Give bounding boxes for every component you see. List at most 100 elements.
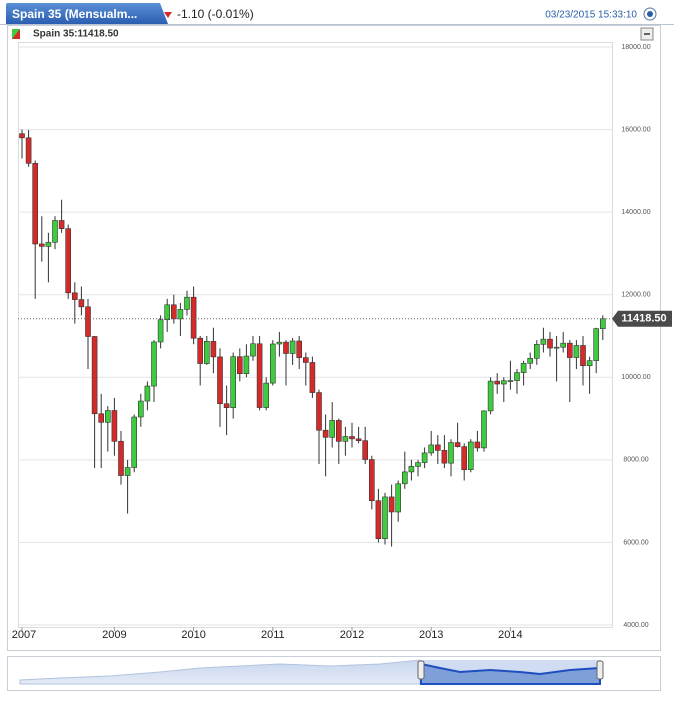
candle-body	[190, 296, 197, 339]
y-tick-label: 18000.00	[621, 44, 650, 51]
candle-body	[375, 500, 382, 540]
candle-body	[573, 345, 580, 358]
candle-body	[382, 496, 388, 540]
candle-body	[349, 436, 355, 440]
candle-body	[342, 436, 349, 442]
candle-body	[78, 299, 85, 308]
candle-body	[217, 356, 223, 405]
down-arrow	[164, 12, 172, 18]
candle-body	[533, 344, 540, 359]
candle-body	[164, 304, 170, 321]
candle-body	[124, 467, 131, 476]
candle-body	[474, 441, 481, 449]
y-tick-label: 12000.00	[621, 292, 650, 299]
candle-body	[309, 362, 316, 393]
candle-body	[32, 163, 39, 245]
y-tick-label: 10000.00	[621, 374, 650, 381]
candle-body	[408, 466, 415, 473]
x-tick-label: 2009	[102, 629, 126, 641]
candle-body	[434, 444, 441, 451]
candle-body	[38, 243, 45, 247]
candle-body	[223, 403, 230, 409]
candle-body	[401, 471, 408, 485]
candle-body	[580, 345, 586, 367]
last-price-label: 11418.50	[621, 313, 666, 325]
candle-body	[250, 343, 256, 357]
candle-body	[527, 358, 534, 364]
candle-body	[553, 346, 560, 349]
candle-body	[520, 362, 527, 373]
candle-body	[65, 228, 71, 294]
y-tick-label: 6000.00	[623, 539, 648, 546]
candle-body	[599, 318, 606, 329]
candle-body	[243, 355, 250, 374]
candle-body	[428, 444, 435, 454]
candle-body	[72, 292, 78, 300]
x-tick-label: 2007	[12, 629, 36, 641]
candle-body	[487, 380, 494, 412]
candle-body	[276, 341, 283, 345]
candle-body	[586, 360, 593, 367]
candle-body	[177, 309, 184, 320]
candle-body	[362, 440, 369, 460]
candle-body	[467, 441, 474, 470]
candle-body	[263, 382, 270, 408]
navigator-handle-left[interactable]	[417, 660, 425, 680]
timestamp: 03/23/2015 15:33:10	[545, 10, 637, 21]
candle-body	[131, 416, 137, 468]
candle-body	[256, 343, 263, 408]
navigator-handle-right[interactable]	[596, 660, 604, 680]
candle-body	[355, 438, 362, 441]
candle-body	[454, 442, 461, 447]
candle-body	[593, 328, 600, 361]
candle-body	[45, 242, 52, 247]
navigator-selection	[420, 662, 601, 685]
candle-body	[91, 336, 98, 415]
legend: Spain 35:11418.50	[33, 29, 119, 40]
tab[interactable]	[6, 3, 168, 24]
candle-body	[138, 400, 144, 418]
candle-body	[204, 341, 210, 364]
candle-body	[368, 459, 375, 501]
candle-body	[237, 356, 243, 374]
candle-body	[329, 420, 336, 438]
candle-body	[289, 340, 296, 354]
navigator-area	[19, 659, 421, 685]
tab-title[interactable]: Spain 35 (Mensualm...	[12, 7, 137, 21]
candle-body	[540, 338, 547, 345]
candle-body	[230, 356, 236, 409]
candle-body	[500, 380, 507, 385]
candle-body	[19, 133, 25, 139]
x-tick-label: 2013	[419, 629, 443, 641]
x-tick-label: 2010	[181, 629, 205, 641]
candle-body	[25, 137, 32, 164]
candle-body	[395, 483, 402, 513]
last-price-tag	[612, 310, 672, 327]
candle-body	[151, 341, 157, 387]
candle-body	[210, 341, 217, 358]
candle-body	[118, 440, 124, 476]
plot-area	[18, 42, 613, 628]
candle-body	[448, 442, 454, 464]
candle-body	[58, 220, 65, 229]
y-tick-label: 14000.00	[621, 209, 650, 216]
candle-body	[269, 343, 276, 384]
y-tick-label: 8000.00	[623, 457, 648, 464]
candle-body	[441, 450, 448, 464]
candle-body	[507, 380, 514, 382]
candle-body	[322, 429, 329, 438]
candle-body	[421, 452, 428, 463]
candle-body	[296, 340, 303, 358]
candle-body	[157, 319, 164, 343]
settings-dot	[647, 11, 653, 17]
candle-body	[52, 220, 58, 243]
candle-body	[494, 380, 501, 385]
candle-body	[415, 462, 421, 467]
candle-body	[197, 337, 203, 364]
candle-body	[171, 304, 177, 320]
candle-body	[105, 410, 111, 423]
candle-body	[111, 410, 118, 442]
candle-body	[98, 413, 104, 423]
candle-body	[144, 385, 151, 402]
